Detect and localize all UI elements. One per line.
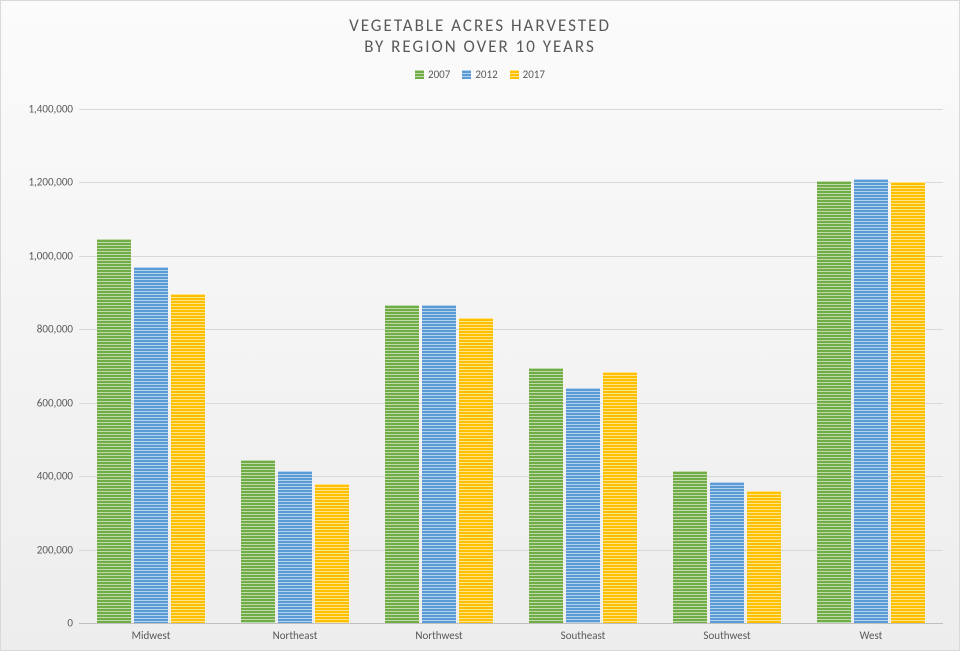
legend-label: 2017 bbox=[523, 68, 545, 81]
bar bbox=[134, 267, 168, 623]
bar bbox=[97, 239, 131, 623]
x-axis-label: Northeast bbox=[273, 623, 318, 642]
y-axis-label: 0 bbox=[67, 617, 79, 630]
bar bbox=[315, 484, 349, 624]
legend-item: 2012 bbox=[462, 68, 497, 81]
y-axis-label: 200,000 bbox=[37, 543, 79, 556]
chart-legend: 2007 2012 2017 bbox=[1, 68, 959, 81]
grid-line bbox=[79, 550, 943, 551]
plot-area: 0200,000400,000600,000800,0001,000,0001,… bbox=[79, 109, 943, 623]
x-axis-label: Southwest bbox=[703, 623, 750, 642]
chart-title: VEGETABLE ACRES HARVESTED BY REGION OVER… bbox=[1, 1, 959, 58]
bar bbox=[854, 179, 888, 623]
legend-swatch bbox=[462, 70, 471, 79]
y-axis-label: 1,400,000 bbox=[28, 103, 79, 116]
grid-line bbox=[79, 109, 943, 110]
bar bbox=[278, 471, 312, 623]
legend-swatch bbox=[510, 70, 519, 79]
x-axis-label: Midwest bbox=[132, 623, 171, 642]
bar bbox=[603, 372, 637, 623]
x-axis-label: Southeast bbox=[561, 623, 606, 642]
bar bbox=[171, 294, 205, 623]
grid-line bbox=[79, 182, 943, 183]
x-axis-label: Northwest bbox=[415, 623, 462, 642]
bar bbox=[817, 181, 851, 623]
grid-line bbox=[79, 403, 943, 404]
bar bbox=[529, 368, 563, 623]
bar bbox=[891, 182, 925, 623]
y-axis-label: 1,000,000 bbox=[28, 249, 79, 262]
bar bbox=[566, 388, 600, 623]
bar bbox=[710, 482, 744, 623]
legend-item: 2007 bbox=[415, 68, 450, 81]
y-axis-label: 800,000 bbox=[37, 323, 79, 336]
bar bbox=[385, 305, 419, 623]
chart-container: VEGETABLE ACRES HARVESTED BY REGION OVER… bbox=[0, 0, 960, 651]
legend-item: 2017 bbox=[510, 68, 545, 81]
bar bbox=[422, 305, 456, 623]
grid-line bbox=[79, 476, 943, 477]
bar bbox=[747, 491, 781, 623]
legend-label: 2007 bbox=[428, 68, 450, 81]
legend-label: 2012 bbox=[475, 68, 497, 81]
bar bbox=[241, 460, 275, 623]
grid-line bbox=[79, 623, 943, 624]
y-axis-label: 400,000 bbox=[37, 470, 79, 483]
grid-line bbox=[79, 329, 943, 330]
bar bbox=[459, 318, 493, 623]
grid-line bbox=[79, 256, 943, 257]
x-axis-label: West bbox=[860, 623, 883, 642]
y-axis-label: 600,000 bbox=[37, 396, 79, 409]
legend-swatch bbox=[415, 70, 424, 79]
bar bbox=[673, 471, 707, 623]
y-axis-label: 1,200,000 bbox=[28, 176, 79, 189]
